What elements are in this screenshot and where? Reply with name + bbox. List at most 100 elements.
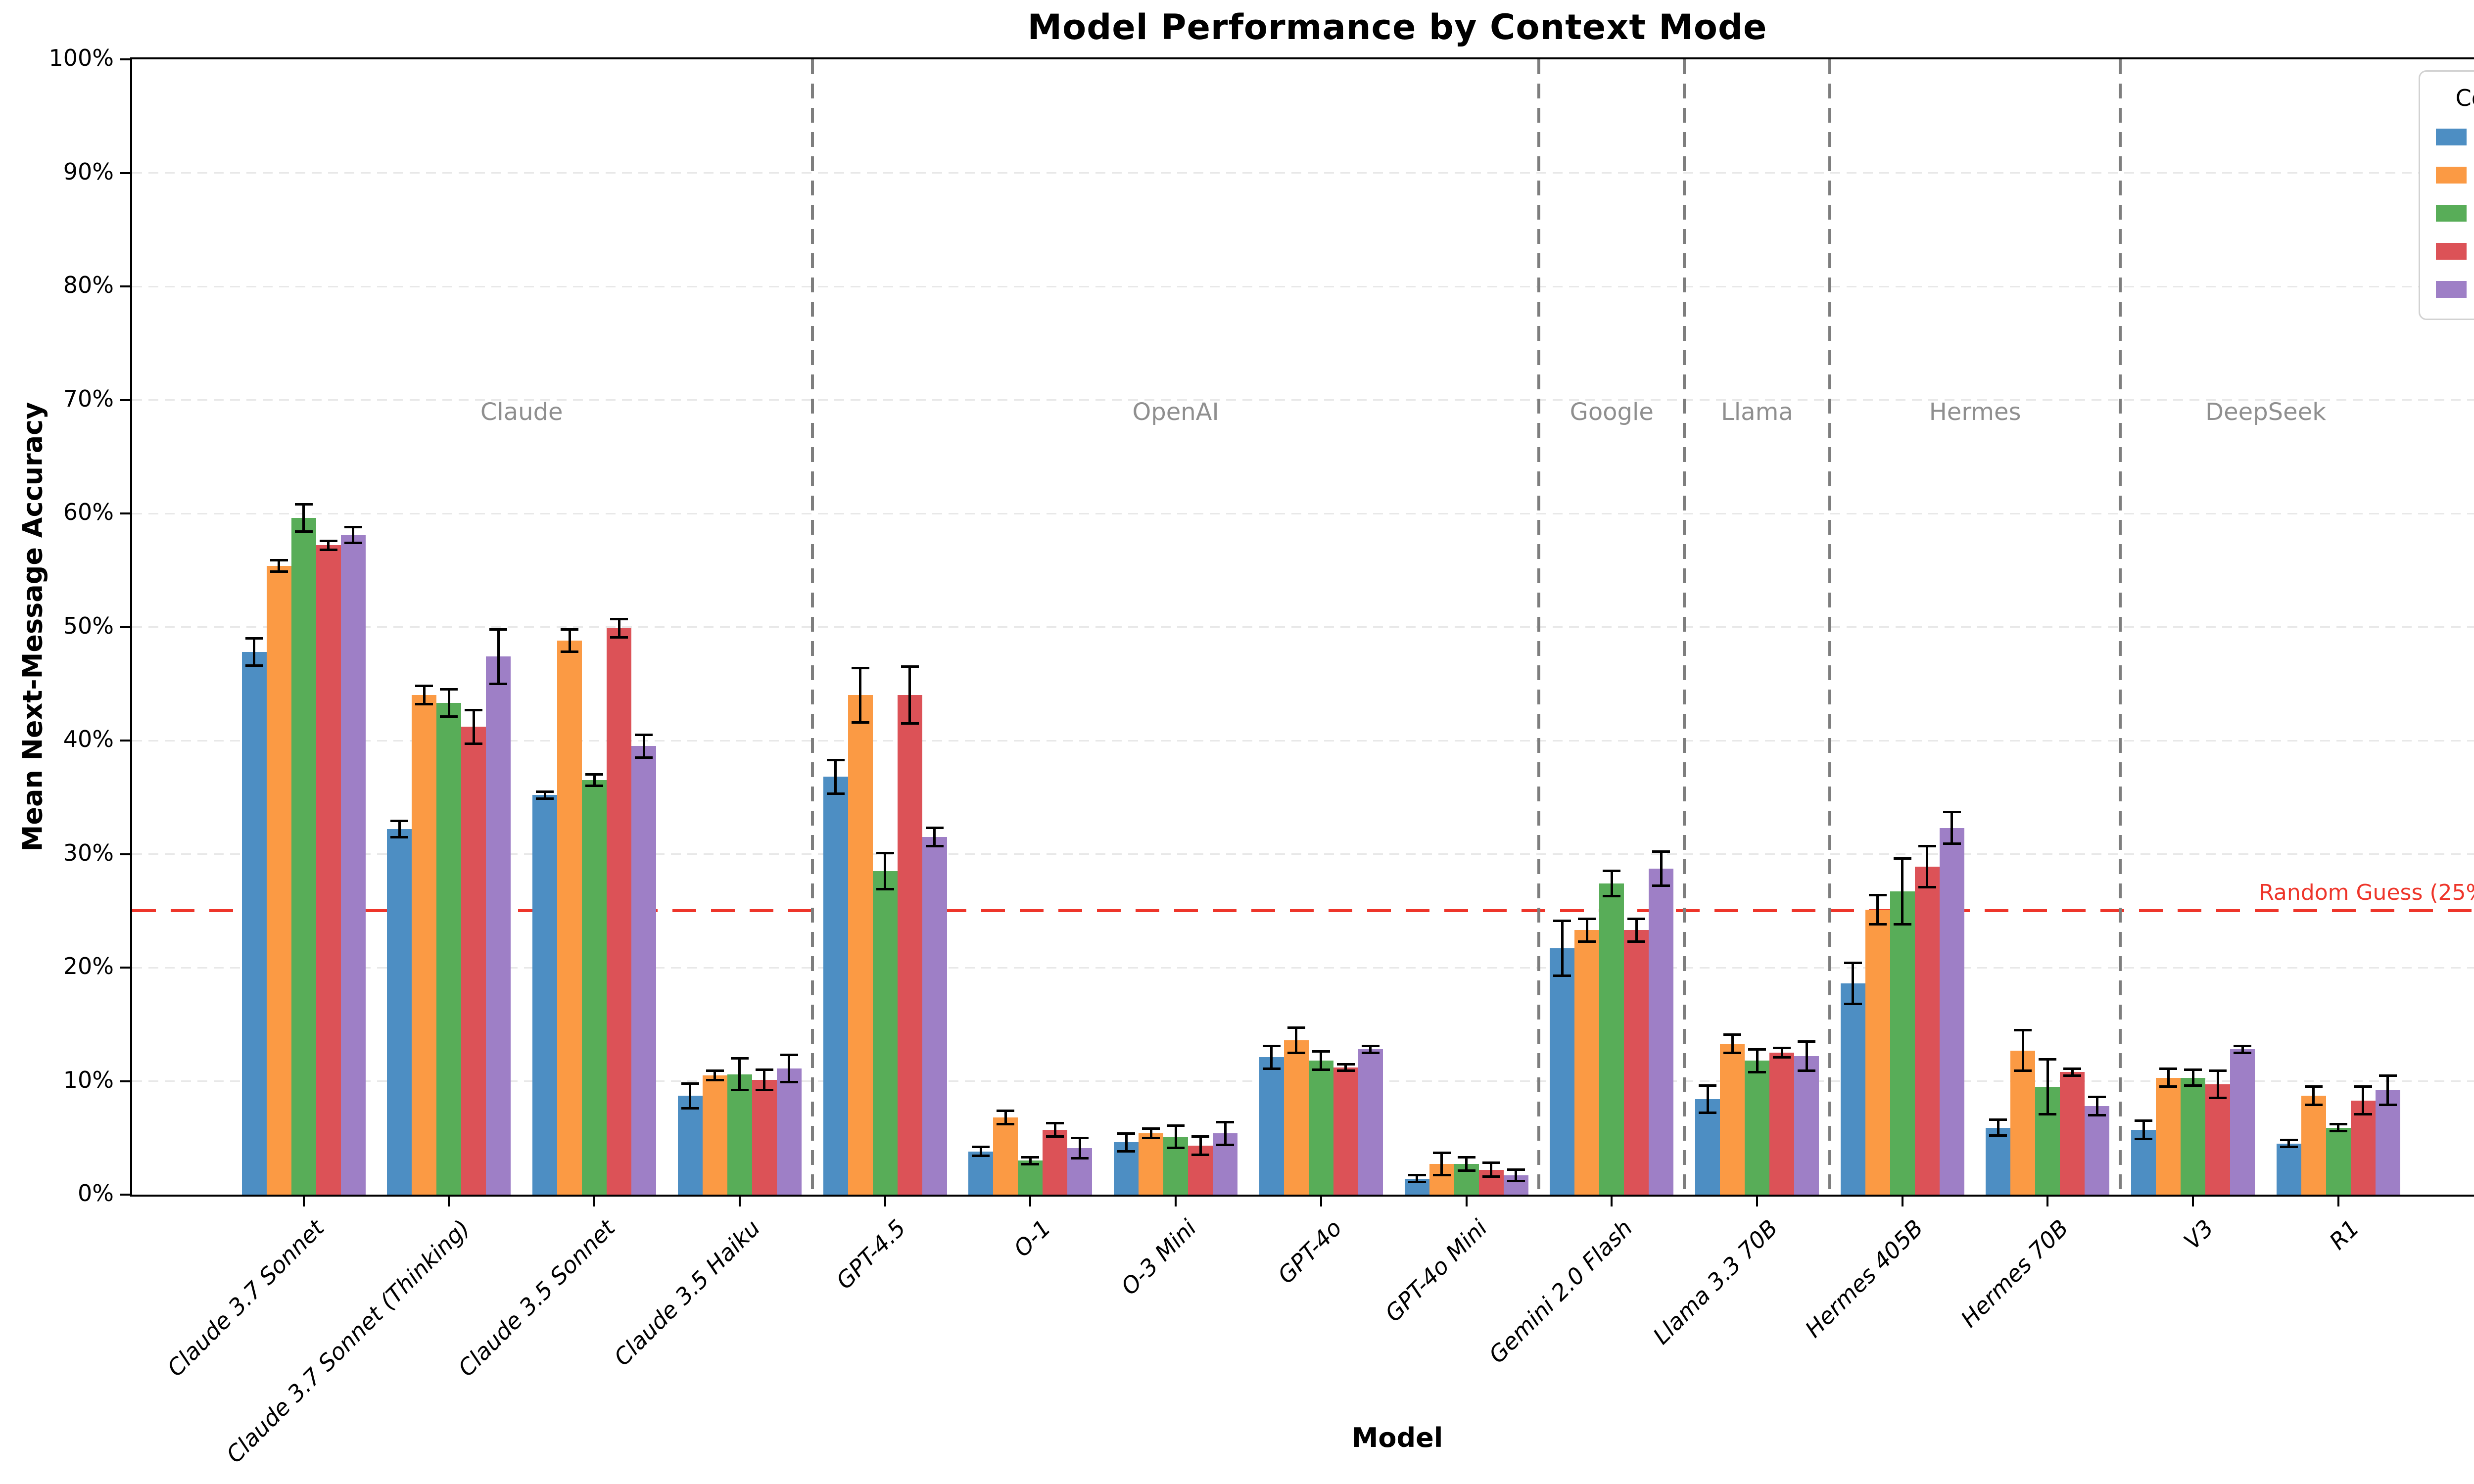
- error-bar: [1199, 1136, 1202, 1155]
- bar: [1308, 1061, 1333, 1195]
- error-bar-cap: [440, 688, 458, 691]
- error-bar: [1852, 963, 1855, 1004]
- error-bar: [908, 666, 911, 724]
- error-bar: [1997, 1119, 1999, 1136]
- x-axis-tick: [302, 1197, 305, 1206]
- error-bar: [1490, 1162, 1493, 1177]
- error-bar-cap: [585, 785, 604, 788]
- error-bar: [1174, 1125, 1177, 1148]
- error-bar: [1876, 895, 1879, 925]
- error-bar: [2021, 1030, 2024, 1071]
- legend-title: Context Mode: [2455, 85, 2474, 111]
- error-bar-cap: [2304, 1085, 2323, 1088]
- bar: [412, 695, 437, 1195]
- x-axis-tick: [1901, 1197, 1903, 1206]
- error-bar: [2386, 1075, 2389, 1105]
- random-guess-line: [132, 909, 2474, 913]
- error-bar: [1029, 1157, 1032, 1164]
- error-bar-cap: [2135, 1119, 2153, 1122]
- bar: [1986, 1127, 2011, 1195]
- error-bar-cap: [270, 570, 288, 573]
- error-bar-cap: [1046, 1121, 1064, 1124]
- x-axis-label: Model: [1351, 1422, 1443, 1453]
- error-bar: [979, 1147, 982, 1156]
- error-bar: [2241, 1046, 2244, 1053]
- error-bar-cap: [1603, 894, 1621, 897]
- y-axis-tick: [120, 58, 130, 60]
- error-bar-cap: [851, 721, 869, 724]
- y-tick-label: 40%: [63, 726, 114, 752]
- error-bar-cap: [1989, 1118, 2007, 1121]
- error-bar-cap: [1457, 1156, 1475, 1159]
- error-bar: [543, 791, 546, 799]
- error-bar-cap: [826, 758, 845, 761]
- error-bar: [1635, 919, 1638, 942]
- error-bar: [2095, 1097, 2098, 1115]
- x-tick-label: O-3 Mini: [1115, 1214, 1202, 1300]
- error-bar-cap: [1893, 857, 1911, 860]
- error-bar: [884, 853, 887, 889]
- error-bar-cap: [706, 1078, 724, 1081]
- grid-line: [132, 626, 2474, 628]
- y-tick-label: 70%: [63, 385, 114, 412]
- y-axis-tick: [120, 1194, 130, 1196]
- bar: [241, 652, 267, 1195]
- error-bar-cap: [2014, 1069, 2032, 1072]
- error-bar-cap: [1652, 884, 1670, 887]
- legend-entry: No Context: [2436, 124, 2474, 149]
- error-bar-cap: [1627, 940, 1646, 943]
- x-tick-label: Claude 3.7 Sonnet: [162, 1214, 330, 1382]
- bar: [631, 746, 657, 1195]
- x-axis-tick: [1320, 1197, 1322, 1206]
- error-bar: [1951, 812, 1953, 844]
- bar: [266, 565, 291, 1195]
- error-bar-cap: [730, 1089, 749, 1092]
- error-bar-cap: [755, 1089, 773, 1092]
- error-bar-cap: [2184, 1084, 2202, 1087]
- bar: [1550, 948, 1575, 1195]
- error-bar-cap: [1336, 1069, 1355, 1072]
- error-bar: [1706, 1085, 1709, 1113]
- x-tick-label: R1: [2324, 1214, 2365, 1255]
- error-bar: [689, 1083, 692, 1109]
- x-tick-label: Llama 3.3 70B: [1648, 1214, 1783, 1350]
- x-axis-tick: [884, 1197, 886, 1206]
- grid-line: [132, 853, 2474, 855]
- x-tick-label: V3: [2179, 1214, 2219, 1255]
- error-bar-cap: [780, 1081, 798, 1084]
- family-separator-line: [810, 59, 814, 1195]
- error-bar: [1515, 1169, 1518, 1181]
- error-bar-cap: [245, 664, 263, 667]
- bar: [993, 1117, 1018, 1195]
- bar: [1333, 1067, 1358, 1195]
- grid-line: [132, 967, 2474, 969]
- error-bar: [1125, 1133, 1128, 1152]
- error-bar: [1440, 1153, 1443, 1175]
- error-bar-cap: [2234, 1044, 2252, 1047]
- grid-line: [132, 740, 2474, 742]
- error-bar-cap: [2063, 1067, 2082, 1070]
- bar: [2010, 1050, 2036, 1195]
- family-label: OpenAI: [1132, 398, 1219, 426]
- error-bar: [1585, 919, 1588, 942]
- error-bar-cap: [2280, 1146, 2298, 1149]
- error-bar-cap: [1262, 1044, 1281, 1047]
- error-bar-cap: [706, 1069, 724, 1072]
- error-bar: [253, 638, 256, 666]
- family-separator-line: [2119, 59, 2122, 1195]
- error-bar-cap: [635, 756, 653, 759]
- x-axis-tick: [738, 1197, 741, 1206]
- error-bar: [1780, 1048, 1783, 1058]
- error-bar-cap: [2354, 1113, 2372, 1115]
- family-label: Llama: [1721, 398, 1793, 426]
- bar: [291, 518, 316, 1195]
- grid-line: [132, 172, 2474, 174]
- error-bar-cap: [1216, 1143, 1235, 1146]
- error-bar: [1149, 1128, 1152, 1138]
- error-bar: [1004, 1111, 1007, 1124]
- error-bar: [278, 560, 281, 572]
- error-bar-cap: [415, 703, 433, 706]
- error-bar-cap: [1844, 1002, 1862, 1005]
- bar: [2131, 1130, 2156, 1195]
- error-bar-cap: [1553, 920, 1571, 923]
